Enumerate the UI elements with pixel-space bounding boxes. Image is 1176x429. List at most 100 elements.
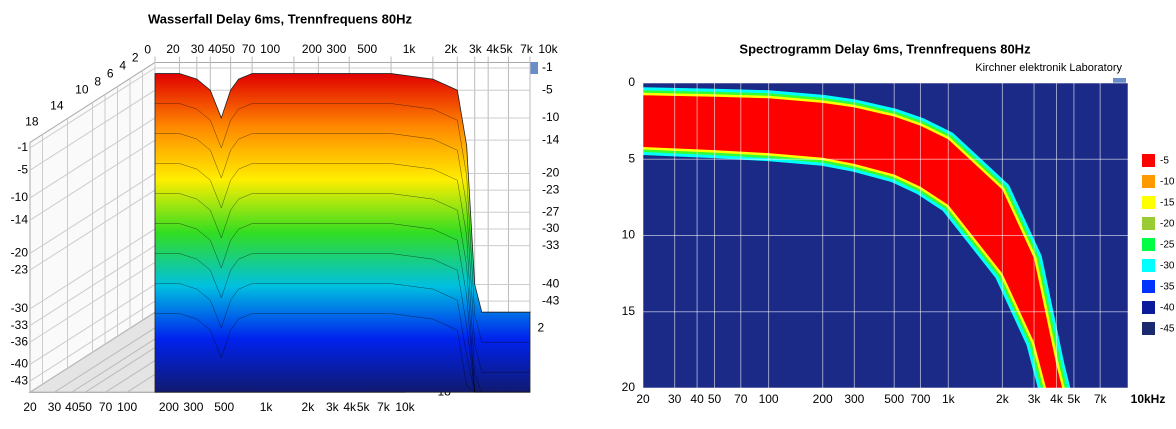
x-tick-label: 40 <box>208 42 222 56</box>
x-tick-label: 200 <box>813 392 833 406</box>
y2-tick-label: -5 <box>542 82 553 96</box>
z-tick-label: 18 <box>25 115 39 129</box>
x-tick-label: 1k <box>403 42 417 56</box>
x-tick-label: 30 <box>668 392 682 406</box>
y2-tick-label: -33 <box>542 238 560 252</box>
x-tick-label: 300 <box>326 42 346 56</box>
chart-subtitle: Kirchner elektronik Laboratory <box>975 62 1122 74</box>
z-tick-label: 14 <box>50 99 64 113</box>
legend-swatch <box>1142 154 1155 167</box>
y-tick-label: 0 <box>628 75 635 89</box>
z-tick-label: 6 <box>107 67 114 81</box>
x-tick-label: 7k <box>1094 392 1108 406</box>
x-tick-label: 10kHz <box>1131 392 1166 406</box>
legend-label: -35 <box>1160 282 1175 293</box>
x-tick-label: 40 <box>65 400 79 414</box>
x-tick-label: 20 <box>23 400 37 414</box>
y2-tick-label: -43 <box>542 293 560 307</box>
y-tick-label: -10 <box>11 190 29 204</box>
legend-swatch <box>1142 322 1155 335</box>
x-tick-label: 3k <box>326 400 340 414</box>
x-tick-label: 500 <box>357 42 377 56</box>
y2-tick-label: -1 <box>542 60 553 74</box>
x-tick-label: 50 <box>222 42 236 56</box>
legend-swatch <box>1142 301 1155 314</box>
legend-label: -40 <box>1160 303 1175 314</box>
chart-title: Spectrogramm Delay 6ms, Trennfrequens 80… <box>739 41 1031 56</box>
legend-label: -10 <box>1160 177 1175 188</box>
legend-swatch <box>1142 175 1155 188</box>
x-tick-label: 10k <box>395 400 415 414</box>
legend-label: -30 <box>1160 261 1175 272</box>
x-tick-label: 7k <box>377 400 391 414</box>
x-tick-label: 4k <box>343 400 357 414</box>
x-tick-label: 4k <box>486 42 500 56</box>
y-tick-label: -33 <box>11 318 29 332</box>
legend-swatch <box>1142 280 1155 293</box>
chart-title: Wasserfall Delay 6ms, Trennfrequens 80Hz <box>148 11 412 26</box>
legend-label: -20 <box>1160 219 1175 230</box>
x-tick-label: 100 <box>759 392 779 406</box>
x-tick-label: 30 <box>191 42 205 56</box>
x-tick-label: 7k <box>520 42 534 56</box>
x-tick-label: 30 <box>48 400 62 414</box>
y-tick-label: -20 <box>11 246 29 260</box>
slice-line <box>155 103 530 343</box>
y2-tick-label: -40 <box>542 277 560 291</box>
x-tick-label: 2k <box>996 392 1010 406</box>
z2-tick-label: 2 <box>538 320 545 334</box>
slice-line <box>155 163 530 393</box>
y-tick-label: 10 <box>622 228 636 242</box>
x-tick-label: 50 <box>79 400 93 414</box>
y2-tick-label: -20 <box>542 166 560 180</box>
legend-label: -5 <box>1160 156 1169 167</box>
legend-swatch <box>1142 217 1155 230</box>
x-tick-label: 1k <box>260 400 274 414</box>
x-tick-label: 70 <box>734 392 748 406</box>
y-tick-label: -5 <box>17 162 28 176</box>
x-tick-label: 70 <box>99 400 113 414</box>
x-tick-label: 3k <box>469 42 483 56</box>
legend-label: -15 <box>1160 198 1175 209</box>
y2-tick-label: -10 <box>542 110 560 124</box>
x-tick-label: 1k <box>942 392 956 406</box>
z-tick-label: 2 <box>132 51 139 65</box>
x-tick-label: 100 <box>117 400 137 414</box>
x-tick-label: 500 <box>884 392 904 406</box>
y-tick-label: 5 <box>628 151 635 165</box>
x-tick-label: 3k <box>1028 392 1042 406</box>
z-tick-label: 0 <box>144 43 151 57</box>
x-tick-label: 200 <box>302 42 322 56</box>
x-tick-label: 5k <box>500 42 514 56</box>
legend-label: -45 <box>1160 324 1175 335</box>
y-tick-label: -30 <box>11 301 29 315</box>
band-level <box>643 95 1063 388</box>
x-tick-label: 20 <box>636 392 650 406</box>
x-tick-label: 100 <box>260 42 280 56</box>
band <box>643 87 1071 388</box>
y-tick-label: -1 <box>17 140 28 154</box>
legend-label: -25 <box>1160 240 1175 251</box>
x-tick-label: 20 <box>166 42 180 56</box>
legend-swatch <box>1142 238 1155 251</box>
y-tick-label: -43 <box>11 373 29 387</box>
x-tick-label: 50 <box>708 392 722 406</box>
x-tick-label: 40 <box>690 392 704 406</box>
x-tick-label: 700 <box>910 392 930 406</box>
y-tick-label: 15 <box>622 304 636 318</box>
y2-tick-label: -14 <box>542 132 560 146</box>
y-tick-label: 20 <box>622 380 636 394</box>
x-tick-label: 5k <box>357 400 371 414</box>
x-tick-label: 500 <box>214 400 234 414</box>
slice-line <box>155 133 530 373</box>
x-tick-label: 200 <box>159 400 179 414</box>
y-tick-label: -36 <box>11 334 29 348</box>
x-tick-label: 5k <box>1068 392 1082 406</box>
slice-line <box>155 313 530 393</box>
y-tick-label: -23 <box>11 262 29 276</box>
x-tick-label: 10k <box>538 42 558 56</box>
x-tick-label: 300 <box>183 400 203 414</box>
legend-swatch <box>1142 196 1155 209</box>
